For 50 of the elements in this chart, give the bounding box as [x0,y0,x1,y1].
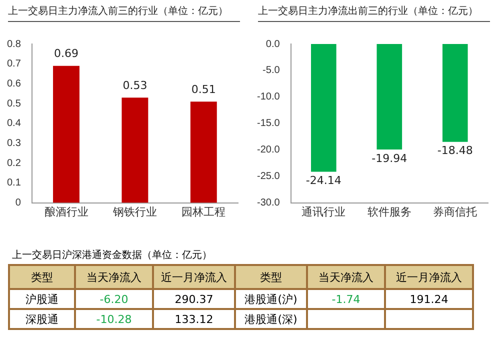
text: 港股通(深) [235,309,307,329]
y-tick-label: 0.1 [6,178,22,189]
text: 类型 [9,265,75,289]
text: -6.20 [75,289,153,309]
data-label: 0.53 [122,78,148,92]
bar [190,102,217,203]
y-tick-label: 0.2 [6,158,22,169]
y-tick-label: 0.8 [6,38,22,50]
y-tick-label: 0.0 [266,38,280,50]
y-tick-label: -30.0 [256,198,280,209]
text: 港股通(沪) [235,289,307,309]
data-label: 0.51 [191,82,216,96]
y-tick-label: -15.0 [256,118,280,130]
text: -1.74 [307,289,385,309]
y-tick-label: 0 [15,198,22,209]
text: 133.12 [153,309,235,329]
y-tick-label: 0.3 [6,138,22,149]
text: 近一月净流入 [385,265,473,289]
text: -10.28 [75,309,153,329]
x-tick-label: 酿酒行业 [44,205,88,218]
data-label: -18.48 [437,144,473,158]
text: 290.37 [153,289,235,309]
chart-title: 上一交易日主力净流出前三的行业（单位：亿元） [258,4,490,22]
data-label: -19.94 [372,152,408,165]
text: 深股通 [9,309,75,329]
x-tick-label: 券商信托 [433,205,478,218]
bar [122,98,148,203]
x-tick-label: 软件服务 [367,206,412,218]
y-tick-label: 0.7 [6,58,22,70]
y-tick-label: -10.0 [256,92,280,103]
data-label: 0.69 [54,47,78,60]
y-tick-label: 0.6 [6,78,22,90]
y-tick-label: -5.0 [262,65,280,76]
text: 近一月净流入 [153,265,235,289]
y-tick-label: 0.5 [6,98,22,110]
chart-title: 上一交易日主力净流入前三的行业（单位：亿元） [8,4,240,22]
data-label: -24.14 [306,174,342,188]
x-tick-label: 通讯行业 [302,205,346,218]
y-tick-label: 0.4 [6,118,22,130]
bar [53,66,80,203]
text: 沪股通 [9,289,75,309]
text: 类型 [235,265,307,289]
x-tick-label: 钢铁行业 [112,205,157,218]
y-tick-label: -25.0 [256,171,280,182]
text: 当天净流入 [307,265,385,289]
text: 当天净流入 [75,265,153,289]
text: 191.24 [385,289,473,309]
x-tick-label: 园林工程 [182,205,226,218]
y-tick-label: -20.0 [256,144,280,156]
text: 上一交易日沪深港通资金数据（单位：亿元） [12,248,213,262]
